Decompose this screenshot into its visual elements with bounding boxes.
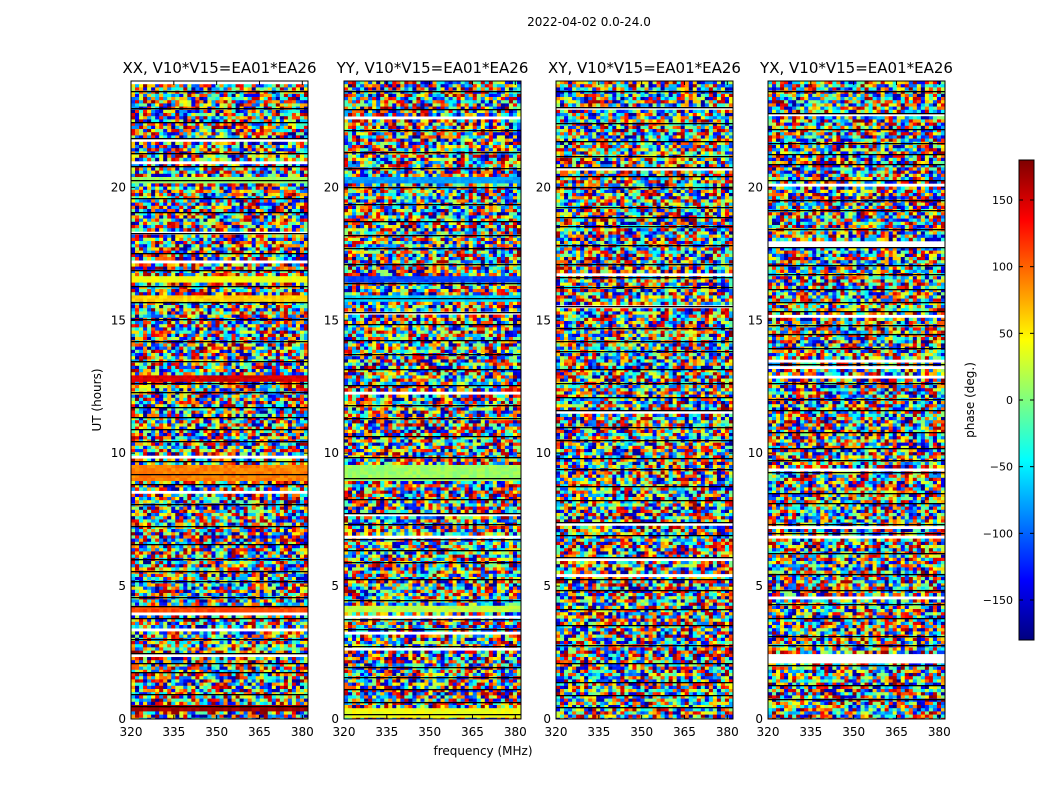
x-tick-label: 320	[545, 725, 568, 739]
x-tick-label: 350	[630, 725, 653, 739]
x-tick-label: 320	[757, 725, 780, 739]
y-tick-label: 10	[748, 446, 763, 460]
y-tick-label: 0	[118, 712, 126, 726]
x-tick-label: 365	[248, 725, 271, 739]
y-tick-label: 5	[543, 579, 551, 593]
y-tick-label: 5	[755, 579, 763, 593]
y-tick-label: 15	[536, 313, 551, 327]
y-tick-label: 10	[324, 446, 339, 460]
colorbar-tick-label: 0	[1006, 394, 1013, 407]
x-tick-label: 350	[205, 725, 228, 739]
colorbar: 150 100 50 0 −50 −100 −150	[983, 160, 1034, 640]
y-tick-label: 10	[536, 446, 551, 460]
colorbar-tick-label: −150	[983, 594, 1013, 607]
panel-3: YX, V10*V15=EA01*EA26 320 335 350 365 380 0 5 10…	[748, 59, 953, 739]
y-tick-label: 0	[331, 712, 339, 726]
x-tick-label: 350	[842, 725, 865, 739]
panel-title: YY, V10*V15=EA01*EA26	[336, 59, 529, 77]
x-tick-label: 365	[885, 725, 908, 739]
x-tick-label: 335	[162, 725, 185, 739]
x-tick-label: 380	[291, 725, 314, 739]
colorbar-label: phase (deg.)	[963, 362, 977, 438]
y-tick-label: 5	[118, 579, 126, 593]
x-tick-label: 320	[120, 725, 143, 739]
panel-2: XY, V10*V15=EA01*EA26 320 335 350 365 380 0 5 10…	[536, 59, 741, 739]
heatmap-cells	[344, 81, 521, 721]
x-tick-label: 350	[418, 725, 441, 739]
x-tick-label: 365	[461, 725, 484, 739]
x-tick-label: 320	[333, 725, 356, 739]
y-tick-label: 20	[536, 180, 551, 194]
y-tick-label: 15	[748, 313, 763, 327]
figure-suptitle: 2022-04-02 0.0-24.0	[527, 15, 651, 29]
panel-title: XY, V10*V15=EA01*EA26	[548, 59, 741, 77]
heatmap-cells	[768, 81, 945, 721]
panel-title: XX, V10*V15=EA01*EA26	[122, 59, 316, 77]
heatmap-cells	[131, 81, 308, 721]
x-tick-label: 335	[587, 725, 610, 739]
x-tick-label: 380	[716, 725, 739, 739]
panel-1: YY, V10*V15=EA01*EA26 320 335 350 365 380 0 5 10…	[324, 59, 529, 739]
x-tick-label: 380	[504, 725, 527, 739]
y-tick-label: 15	[324, 313, 339, 327]
y-tick-label: 20	[111, 180, 126, 194]
colorbar-tick-label: 50	[999, 327, 1013, 340]
panel-title: YX, V10*V15=EA01*EA26	[759, 59, 953, 77]
y-tick-label: 0	[543, 712, 551, 726]
colorbar-tick-label: 150	[992, 194, 1013, 207]
colorbar-tick-label: −50	[990, 461, 1013, 474]
heatmap-cells	[556, 81, 733, 721]
panel-0: XX, V10*V15=EA01*EA26 320 335 350 365 380 0 5 10…	[111, 59, 317, 739]
y-tick-label: 20	[324, 180, 339, 194]
y-tick-label: 0	[755, 712, 763, 726]
x-tick-label: 335	[375, 725, 398, 739]
figure-xlabel: frequency (MHz)	[433, 744, 532, 758]
y-tick-label: 10	[111, 446, 126, 460]
y-tick-label: 5	[331, 579, 339, 593]
y-tick-label: 20	[748, 180, 763, 194]
x-tick-label: 365	[673, 725, 696, 739]
colorbar-tick-label: −100	[983, 527, 1013, 540]
x-tick-label: 380	[928, 725, 951, 739]
figure-ylabel: UT (hours)	[90, 368, 104, 431]
y-tick-label: 15	[111, 313, 126, 327]
x-tick-label: 335	[799, 725, 822, 739]
colorbar-tick-label: 100	[992, 261, 1013, 274]
